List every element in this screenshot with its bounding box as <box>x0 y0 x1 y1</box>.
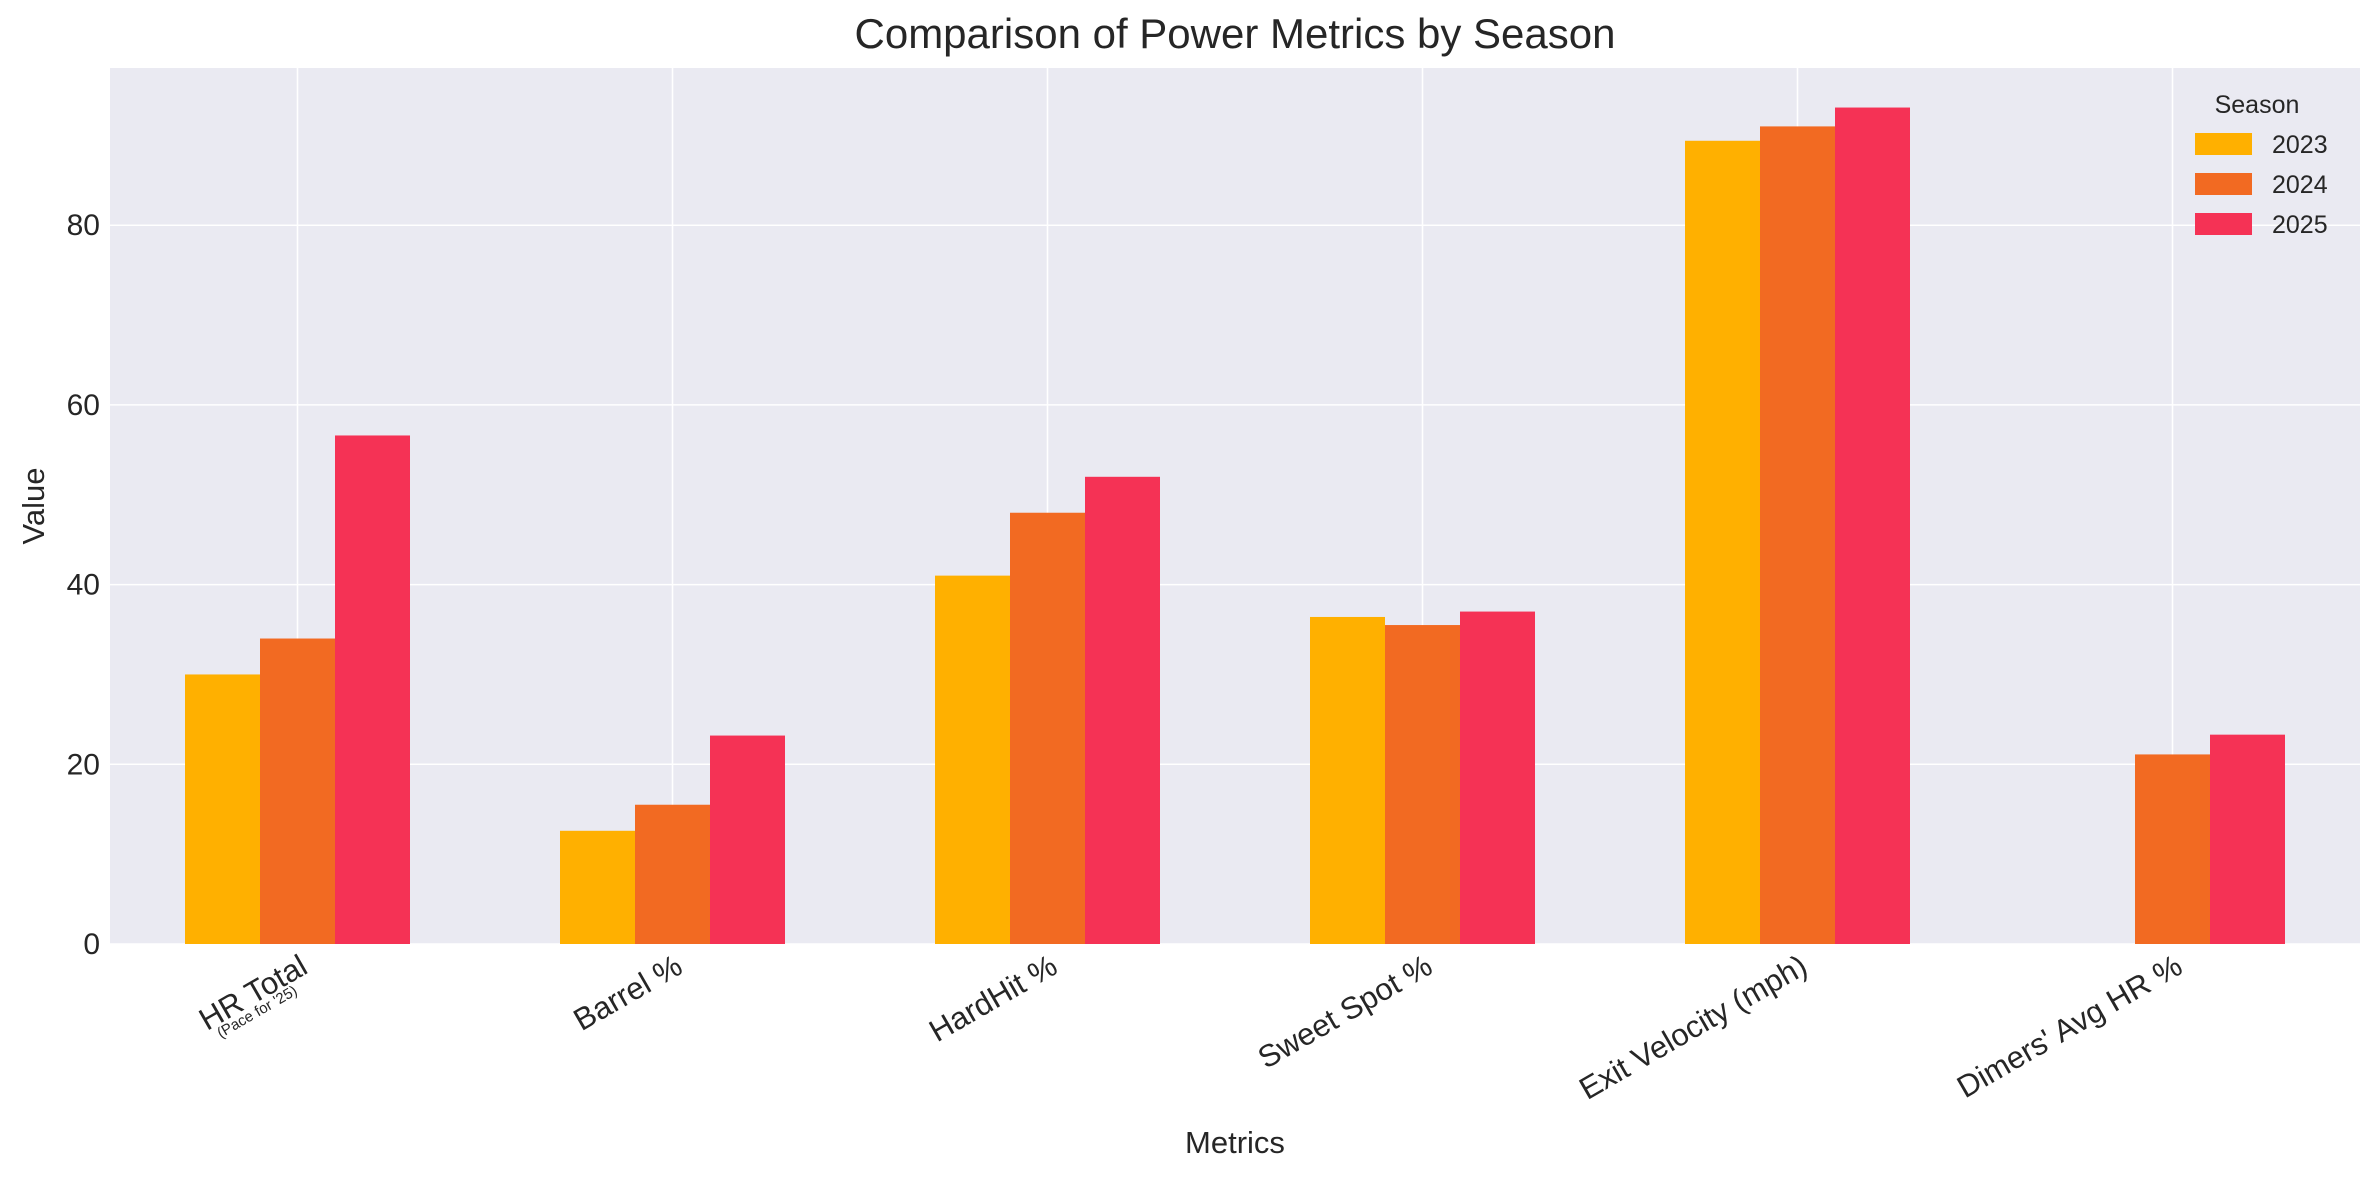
bar-2025-5 <box>2210 734 2285 944</box>
bar-2025-4 <box>1835 107 1910 945</box>
legend-title: Season <box>2215 91 2300 119</box>
y-tick-label: 60 <box>67 389 100 422</box>
bar-2024-4 <box>1760 126 1835 944</box>
bar-2023-3 <box>1310 616 1385 944</box>
bar-2023-2 <box>935 575 1010 944</box>
plot-area <box>110 68 2360 944</box>
bar-2024-1 <box>635 804 710 944</box>
bar-2023-1 <box>560 830 635 944</box>
y-tick-label: 20 <box>67 748 100 781</box>
y-axis-ticks: 0 20 40 60 80 <box>67 209 100 961</box>
y-axis-label: Value <box>16 468 51 545</box>
bar-2024-5 <box>2135 754 2210 944</box>
bar-2023-0 <box>185 674 260 944</box>
legend-swatch-2025 <box>2195 213 2252 235</box>
bar-2025-1 <box>710 735 785 944</box>
bar-2024-3 <box>1385 625 1460 944</box>
bar-2024-0 <box>260 638 335 944</box>
y-tick-label: 0 <box>83 928 100 961</box>
legend: Season 2023 2024 2025 <box>2195 91 2328 239</box>
legend-label-2023: 2023 <box>2272 131 2328 159</box>
bar-2025-3 <box>1460 611 1535 944</box>
bar-2025-2 <box>1085 476 1160 944</box>
chart-title: Comparison of Power Metrics by Season <box>855 10 1616 57</box>
legend-label-2025: 2025 <box>2272 211 2328 239</box>
y-tick-label: 40 <box>67 569 100 602</box>
legend-swatch-2023 <box>2195 133 2252 155</box>
y-tick-label: 80 <box>67 209 100 242</box>
bar-2024-2 <box>1010 512 1085 944</box>
bars-group <box>185 107 2285 945</box>
legend-swatch-2024 <box>2195 173 2252 195</box>
x-axis-label: Metrics <box>1185 1125 1285 1160</box>
bar-2023-4 <box>1685 140 1760 944</box>
legend-label-2024: 2024 <box>2272 171 2328 199</box>
bar-2025-0 <box>335 435 410 944</box>
